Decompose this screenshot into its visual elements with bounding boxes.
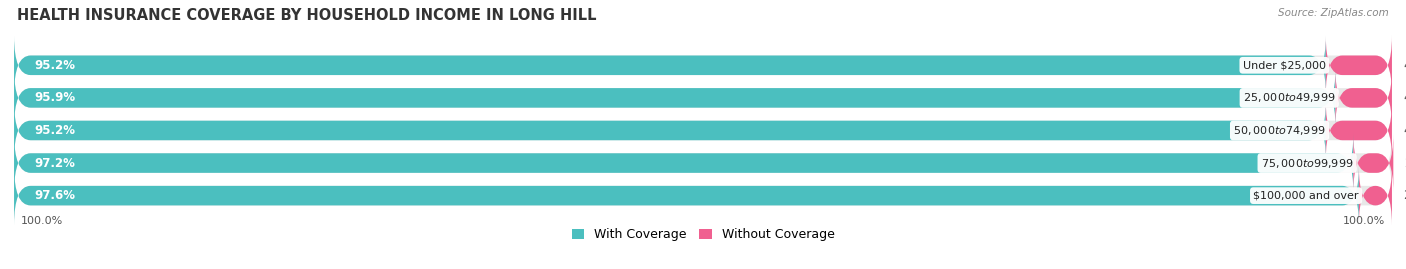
FancyBboxPatch shape <box>14 134 1354 192</box>
FancyBboxPatch shape <box>14 101 1392 160</box>
Text: $25,000 to $49,999: $25,000 to $49,999 <box>1243 91 1336 104</box>
Text: 2.4%: 2.4% <box>1403 189 1406 202</box>
Text: 4.1%: 4.1% <box>1403 91 1406 104</box>
FancyBboxPatch shape <box>14 36 1326 95</box>
Text: 100.0%: 100.0% <box>1343 216 1385 226</box>
Text: 95.2%: 95.2% <box>35 59 76 72</box>
FancyBboxPatch shape <box>1358 166 1392 225</box>
FancyBboxPatch shape <box>14 69 1392 127</box>
Text: 97.6%: 97.6% <box>35 189 76 202</box>
Text: 100.0%: 100.0% <box>21 216 63 226</box>
Text: 4.8%: 4.8% <box>1403 59 1406 72</box>
Text: 2.9%: 2.9% <box>1405 157 1406 169</box>
Text: 95.2%: 95.2% <box>35 124 76 137</box>
Text: Source: ZipAtlas.com: Source: ZipAtlas.com <box>1278 8 1389 18</box>
Text: HEALTH INSURANCE COVERAGE BY HOUSEHOLD INCOME IN LONG HILL: HEALTH INSURANCE COVERAGE BY HOUSEHOLD I… <box>17 8 596 23</box>
Legend: With Coverage, Without Coverage: With Coverage, Without Coverage <box>567 223 839 246</box>
FancyBboxPatch shape <box>14 101 1326 160</box>
Text: 95.9%: 95.9% <box>35 91 76 104</box>
FancyBboxPatch shape <box>1326 36 1392 95</box>
FancyBboxPatch shape <box>1326 101 1392 160</box>
Text: 4.8%: 4.8% <box>1403 124 1406 137</box>
Text: 97.2%: 97.2% <box>35 157 76 169</box>
Text: Under $25,000: Under $25,000 <box>1243 60 1326 70</box>
FancyBboxPatch shape <box>14 36 1392 95</box>
Text: $100,000 and over: $100,000 and over <box>1253 191 1358 201</box>
FancyBboxPatch shape <box>14 69 1336 127</box>
Text: $75,000 to $99,999: $75,000 to $99,999 <box>1261 157 1354 169</box>
FancyBboxPatch shape <box>14 166 1392 225</box>
FancyBboxPatch shape <box>1354 134 1393 192</box>
Text: $50,000 to $74,999: $50,000 to $74,999 <box>1233 124 1326 137</box>
FancyBboxPatch shape <box>1336 69 1392 127</box>
FancyBboxPatch shape <box>14 166 1358 225</box>
FancyBboxPatch shape <box>14 134 1392 192</box>
